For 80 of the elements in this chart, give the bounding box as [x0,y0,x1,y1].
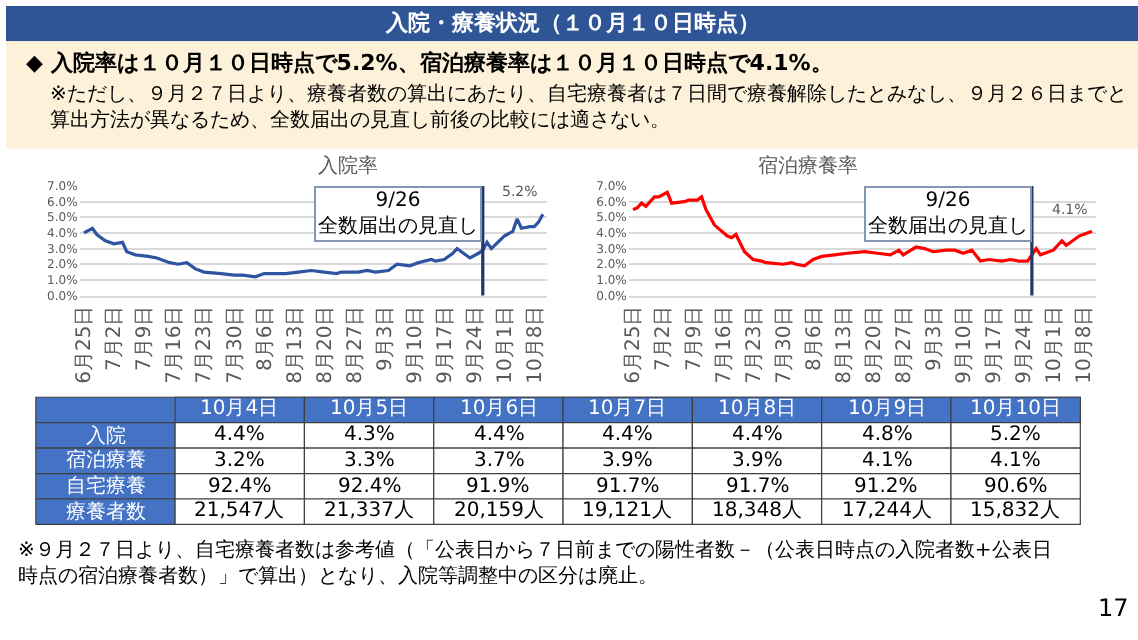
text: 4.1% [862,450,913,472]
x-tick-label: 10月1日 [494,305,517,384]
x-tick-label: 6月25日 [74,305,97,384]
category-label: 療養者数 [66,502,146,524]
x-tick-label: 7月2日 [653,305,676,371]
x-tick-label: 9月3日 [923,305,946,371]
text: 4.4% [474,424,525,446]
category-label: 10月4日 [200,398,279,420]
text: 91.7% [596,476,660,498]
text: 21,337人 [324,500,414,522]
x-tick-label: 7月30日 [224,305,247,384]
text: 4.4% [214,424,265,446]
text: ◆ 入院率は１０月１０日時点で5.2%、宿泊療養率は１０月１０日時点で4.1%。 [26,50,833,76]
text: 3.3% [344,450,395,472]
x-tick-label: 10月1日 [1043,305,1066,384]
x-tick-label: 9月17日 [983,305,1006,384]
category-label: 10月5日 [330,398,409,420]
x-tick-label: 8月20日 [314,305,337,384]
category-label: 10月6日 [460,398,539,420]
text: 5.2% [990,424,1041,446]
text: 21,547人 [194,500,284,522]
chart-title: 入院率 [318,154,378,178]
text: 15,832人 [970,500,1060,522]
x-tick-label: 9月24日 [1013,305,1036,384]
text: 90.6% [984,476,1048,498]
text: 3.2% [214,450,265,472]
text: 18,348人 [712,500,802,522]
text: 91.7% [726,476,790,498]
x-tick-label: 8月13日 [833,305,856,384]
x-tick-label: 8月27日 [893,305,916,384]
text: 92.4% [338,476,402,498]
text: 入院・療養状況（１０月１０日時点） [384,10,760,36]
x-tick-label: 10月8日 [524,305,547,384]
text: 4.3% [344,424,395,446]
x-tick-label: 8月6日 [803,305,826,371]
x-tick-label: 8月20日 [863,305,886,384]
text: ※９月２７日より、自宅療養者数は参考値（「公表日から７日前までの陽性者数－（公表日時点の入院者数+公表日時点の宿泊療養者数）」で算出）となり、入院等調整中の区分は廃止。 [18,538,1052,588]
x-tick-label: 9月10日 [953,305,976,384]
category-label: 10月10日 [970,398,1061,420]
category-label: 自宅療養 [66,476,146,498]
text: 17 [1098,594,1129,622]
text: 91.9% [466,476,530,498]
ref-line-label: 9/26 全数届出の見直し [868,190,1028,238]
x-tick-label: 7月30日 [773,305,796,384]
text: 4.4% [602,424,653,446]
x-tick-label: 10月8日 [1073,305,1096,384]
text: 91.2% [854,476,918,498]
category-label: 10月7日 [588,398,667,420]
x-tick-label: 8月13日 [284,305,307,384]
text: 4.1% [990,450,1041,472]
category-label: 10月9日 [848,398,927,420]
x-tick-label: 7月9日 [683,305,706,371]
chart-title: 宿泊療養率 [758,154,858,178]
text: 20,159人 [454,500,544,522]
text: 4.8% [862,424,913,446]
x-tick-label: 6月25日 [623,305,646,384]
x-tick-label: 7月2日 [104,305,127,371]
x-tick-label: 7月9日 [134,305,157,371]
category-label: 10月8日 [718,398,797,420]
text: 17,244人 [842,500,932,522]
x-tick-label: 7月23日 [743,305,766,384]
x-tick-label: 9月24日 [464,305,487,384]
x-tick-label: 7月23日 [194,305,217,384]
text: 3.7% [474,450,525,472]
x-tick-label: 8月27日 [344,305,367,384]
text: 92.4% [208,476,272,498]
text: 4.4% [732,424,783,446]
category-label: 入院 [86,426,126,448]
text: 3.9% [602,450,653,472]
category-label: 宿泊療養 [66,450,146,472]
x-tick-label: 7月16日 [713,305,736,384]
text: 19,121人 [582,500,672,522]
x-tick-label: 9月3日 [374,305,397,371]
x-tick-label: 9月17日 [434,305,457,384]
x-tick-label: 8月6日 [254,305,277,371]
x-tick-label: 9月10日 [404,305,427,384]
x-tick-label: 7月16日 [164,305,187,384]
ref-line-label: 9/26 全数届出の見直し [318,190,478,238]
text: ※ただし、９月２７日より、療養者数の算出にあたり、自宅療養者は７日間で療養解除したとみなし、９月２６日までと算出方法が異なるため、全数届出の見直し前後の比較には適さない。 [50,82,1127,132]
text: 3.9% [732,450,783,472]
